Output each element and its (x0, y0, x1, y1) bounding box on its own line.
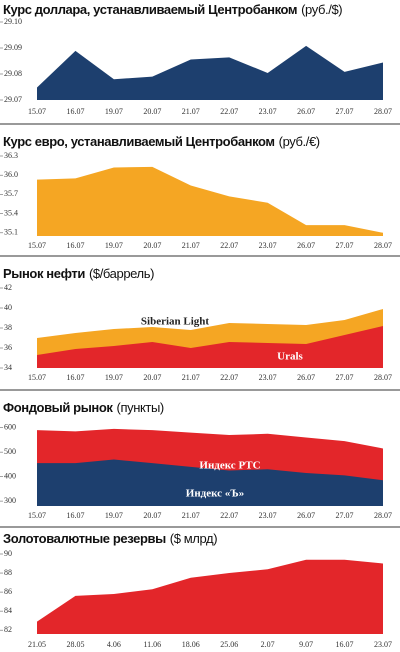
x-tick-label: 23.07 (259, 511, 277, 520)
x-tick-label: 28.07 (374, 241, 392, 250)
title-text: Рынок нефти (3, 266, 85, 281)
y-tick-label: 88 (4, 568, 12, 577)
y-tick-label: 36.3 (4, 151, 18, 160)
x-tick-label: 19.07 (105, 241, 123, 250)
title-unit: (руб./$) (301, 2, 342, 17)
y-tick-label: 29.10 (4, 17, 22, 26)
title-unit: (руб./€) (279, 134, 320, 149)
x-tick-label: 23.07 (259, 241, 277, 250)
x-tick-label: 26.07 (297, 107, 315, 116)
x-tick-label: 15.07 (28, 241, 46, 250)
area (37, 166, 383, 236)
x-tick-label: 20.07 (143, 511, 161, 520)
x-tick-label: 2.07 (261, 640, 275, 649)
x-tick-label: 15.07 (28, 373, 46, 382)
y-tick-label: 29.09 (4, 43, 22, 52)
x-tick-label: 22.07 (220, 511, 238, 520)
series-label: Индекс РТС (199, 460, 260, 472)
title-text: Курс евро, устанавливаемый Центробанком (3, 134, 275, 149)
y-tick-label: 500 (4, 447, 16, 456)
x-tick-label: 21.07 (182, 511, 200, 520)
x-tick-label: 21.07 (182, 373, 200, 382)
x-tick-label: 26.07 (297, 373, 315, 382)
x-tick-label: 27.07 (336, 107, 354, 116)
area (37, 45, 383, 100)
y-tick-label: 600 (4, 422, 16, 431)
area (37, 559, 383, 634)
x-tick-label: 28.07 (374, 511, 392, 520)
x-tick-label: 27.07 (336, 241, 354, 250)
y-tick-label: 38 (4, 323, 12, 332)
y-tick-label: 29.08 (4, 69, 22, 78)
panel-title: Золотовалютные резервы ($ млрд) (3, 531, 217, 546)
x-tick-label: 22.07 (220, 241, 238, 250)
y-tick-label: 86 (4, 587, 12, 596)
x-tick-label: 28.07 (374, 373, 392, 382)
y-tick-label: 35.7 (4, 189, 18, 198)
x-tick-label: 27.07 (336, 373, 354, 382)
x-tick-label: 22.07 (220, 373, 238, 382)
title-unit: (пункты) (117, 400, 164, 415)
x-tick-label: 15.07 (28, 107, 46, 116)
x-tick-label: 28.05 (66, 640, 84, 649)
title-unit: ($ млрд) (170, 531, 217, 546)
x-tick-label: 20.07 (143, 241, 161, 250)
y-tick-label: 82 (4, 625, 12, 634)
y-tick-label: 36.0 (4, 170, 18, 179)
x-tick-label: 20.07 (143, 373, 161, 382)
x-tick-label: 28.07 (374, 107, 392, 116)
x-tick-label: 19.07 (105, 373, 123, 382)
y-tick-label: 35.1 (4, 228, 18, 237)
y-tick-label: 400 (4, 471, 16, 480)
title-text: Золотовалютные резервы (3, 531, 166, 546)
series-label: Urals (277, 351, 303, 363)
x-tick-label: 20.07 (143, 107, 161, 116)
x-tick-label: 26.07 (297, 241, 315, 250)
x-tick-label: 26.07 (297, 511, 315, 520)
panel-title: Курс евро, устанавливаемый Центробанком (… (3, 134, 320, 149)
series-label: Siberian Light (141, 316, 209, 328)
title-text: Фондовый рынок (3, 400, 113, 415)
x-tick-label: 16.07 (66, 511, 84, 520)
y-tick-label: 35.4 (4, 208, 18, 217)
title-unit: ($/баррель) (89, 266, 154, 281)
panel-title: Рынок нефти ($/баррель) (3, 266, 154, 281)
x-tick-label: 18.06 (182, 640, 200, 649)
y-tick-label: 40 (4, 303, 12, 312)
x-tick-label: 19.07 (105, 107, 123, 116)
x-tick-label: 21.07 (182, 107, 200, 116)
x-tick-label: 27.07 (336, 511, 354, 520)
x-tick-label: 11.06 (143, 640, 161, 649)
x-tick-label: 4.06 (107, 640, 121, 649)
x-tick-label: 23.07 (374, 640, 392, 649)
x-tick-label: 25.06 (220, 640, 238, 649)
x-tick-label: 9.07 (299, 640, 313, 649)
y-tick-label: 42 (4, 283, 12, 292)
x-tick-label: 16.07 (66, 241, 84, 250)
series-label: Индекс «Ъ» (186, 488, 244, 500)
y-tick-label: 36 (4, 343, 12, 352)
y-tick-label: 84 (4, 606, 12, 615)
x-tick-label: 23.07 (259, 107, 277, 116)
x-tick-label: 16.07 (66, 373, 84, 382)
y-tick-label: 90 (4, 549, 12, 558)
x-tick-label: 19.07 (105, 511, 123, 520)
x-tick-label: 16.07 (66, 107, 84, 116)
y-tick-label: 29.07 (4, 95, 22, 104)
x-tick-label: 21.05 (28, 640, 46, 649)
x-tick-label: 22.07 (220, 107, 238, 116)
title-text: Курс доллара, устанавливаемый Центробанк… (3, 2, 297, 17)
panel-title: Курс доллара, устанавливаемый Центробанк… (3, 2, 342, 17)
x-tick-label: 15.07 (28, 511, 46, 520)
area (37, 459, 383, 506)
y-tick-label: 34 (4, 363, 12, 372)
y-tick-label: 300 (4, 496, 16, 505)
x-tick-label: 16.07 (336, 640, 354, 649)
x-tick-label: 23.07 (259, 373, 277, 382)
area (37, 326, 383, 368)
panel-title: Фондовый рынок (пункты) (3, 400, 164, 415)
x-tick-label: 21.07 (182, 241, 200, 250)
